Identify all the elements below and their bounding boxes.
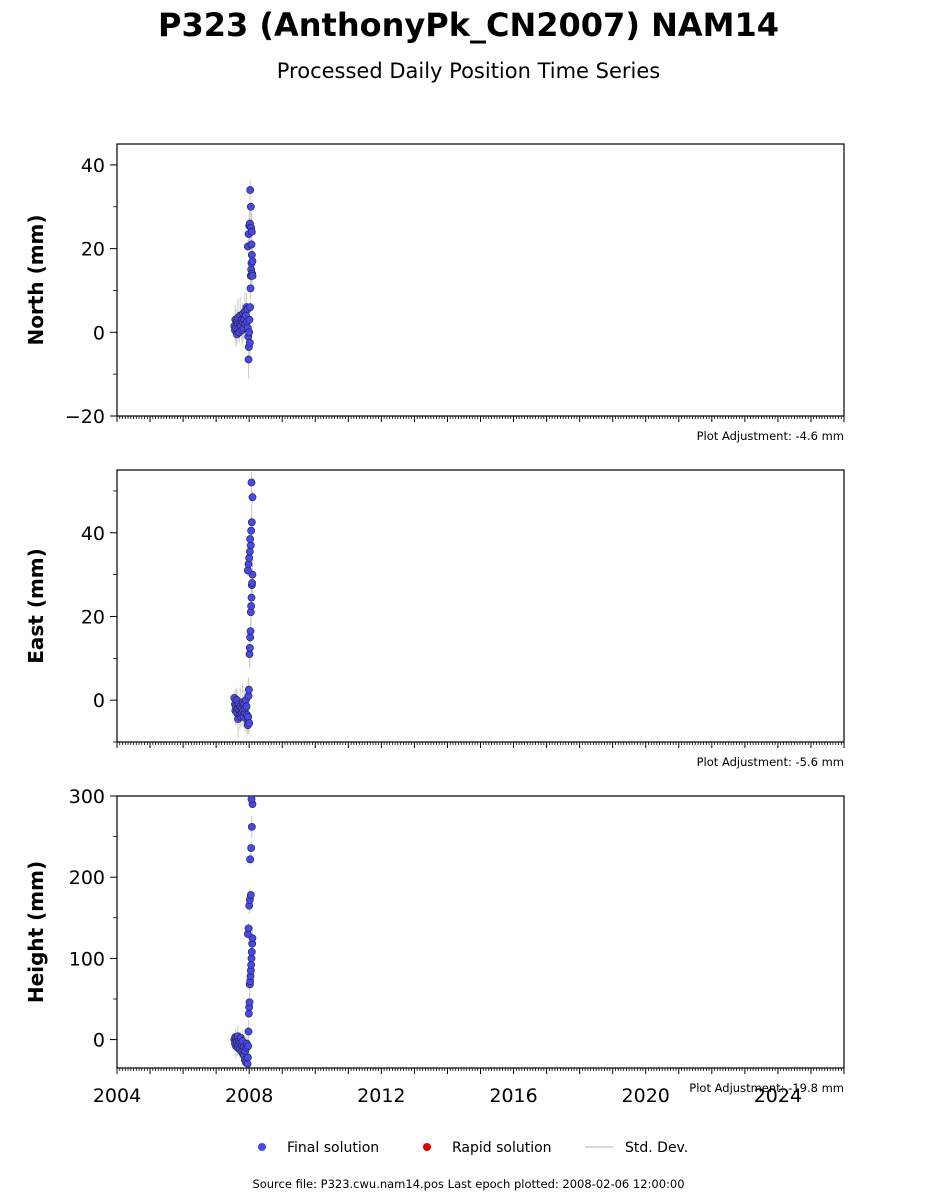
data-point [247,240,256,249]
y-tick-label: 100 [69,948,105,970]
data-point [246,855,255,864]
plot-adjustment-label: Plot Adjustment: -4.6 mm [697,429,844,443]
data-point [247,844,256,852]
y-tick-label: 300 [69,786,105,808]
data-layer [230,179,257,379]
data-point [245,643,254,652]
data-point [245,719,254,728]
data-point [246,186,255,194]
data-point [246,202,255,211]
data-point [247,954,256,963]
data-point [247,526,256,535]
x-tick-label: 2012 [357,1085,405,1107]
chart-title: P323 (AnthonyPk_CN2007) NAM14 [158,6,779,44]
data-layer [230,796,257,1068]
data-point [245,338,254,347]
data-point [242,702,251,711]
x-tick-label: 2008 [225,1085,273,1107]
data-point [244,685,253,694]
y-tick-label: −20 [65,406,105,428]
y-tick-label: 40 [81,155,105,177]
x-tick-label: 2024 [754,1085,802,1107]
y-tick-label: 20 [81,606,105,628]
plot-frame [116,469,845,743]
data-point [247,478,256,487]
x-tick-label: 2004 [93,1085,141,1107]
data-point [243,1060,252,1068]
panel-3: 2004 2008 2012 2016 2020 2024 0 100 200 300 Height… [24,786,845,1107]
legend-final-marker [258,1143,266,1151]
panel-1: −20 0 20 40 North (mm) Plot Adjustment: -4.6 … [24,143,845,443]
plot-adjustment-label: Plot Adjustment: -19.8 mm [689,1081,844,1095]
data-point [247,227,256,236]
source-footer: Source file: P323.cwu.nam14.pos Last epo… [252,1177,684,1191]
data-point [247,518,256,527]
data-point [247,796,256,804]
x-tick-label: 2020 [622,1085,670,1107]
data-point [248,271,257,280]
data-point [246,891,255,899]
data-point [245,328,254,337]
plot-frame [116,143,845,417]
data-point [247,947,256,956]
y-tick-label: 200 [69,867,105,889]
data-point [245,998,254,1007]
data-point [247,593,256,602]
y-axis-label: North (mm) [24,214,48,345]
y-axis-label: East (mm) [24,548,48,664]
y-tick-label: 20 [81,239,105,261]
data-point [248,579,257,587]
data-point [244,1042,253,1050]
y-tick-label: 0 [93,690,105,712]
legend-rapid-marker [423,1143,431,1151]
data-point [245,315,254,324]
y-tick-label: 40 [81,523,105,545]
y-tick-label: 0 [93,1030,105,1052]
legend-stddev-label: Std. Dev. [625,1140,688,1156]
data-point [246,303,255,312]
data-point [244,355,253,364]
data-point [244,1027,253,1036]
data-point [244,924,253,933]
legend-final-label: Final solution [287,1140,379,1156]
y-tick-label: 0 [93,322,105,344]
data-point [246,627,255,636]
data-point [247,822,256,831]
panel-2: 0 20 40 East (mm) Plot Adjustment: -5.6 mm [24,469,845,769]
legend: Final solution Rapid solution Std. Dev. [258,1140,688,1156]
chart-subtitle: Processed Daily Position Time Series [277,59,661,83]
data-point [246,535,255,543]
y-axis-label: Height (mm) [24,861,48,1003]
data-point [247,602,256,610]
data-point [248,257,257,266]
panels-group: −20 0 20 40 North (mm) Plot Adjustment: -4.6 … [24,143,845,1107]
data-point [246,284,255,293]
x-tick-label: 2016 [489,1085,537,1107]
plot-adjustment-label: Plot Adjustment: -5.6 mm [697,755,844,769]
plot-frame [116,795,845,1069]
data-point [247,960,256,969]
data-point [243,1053,252,1062]
data-point [248,493,257,502]
legend-rapid-label: Rapid solution [452,1140,552,1156]
data-layer [230,472,257,738]
data-point [244,1009,253,1018]
